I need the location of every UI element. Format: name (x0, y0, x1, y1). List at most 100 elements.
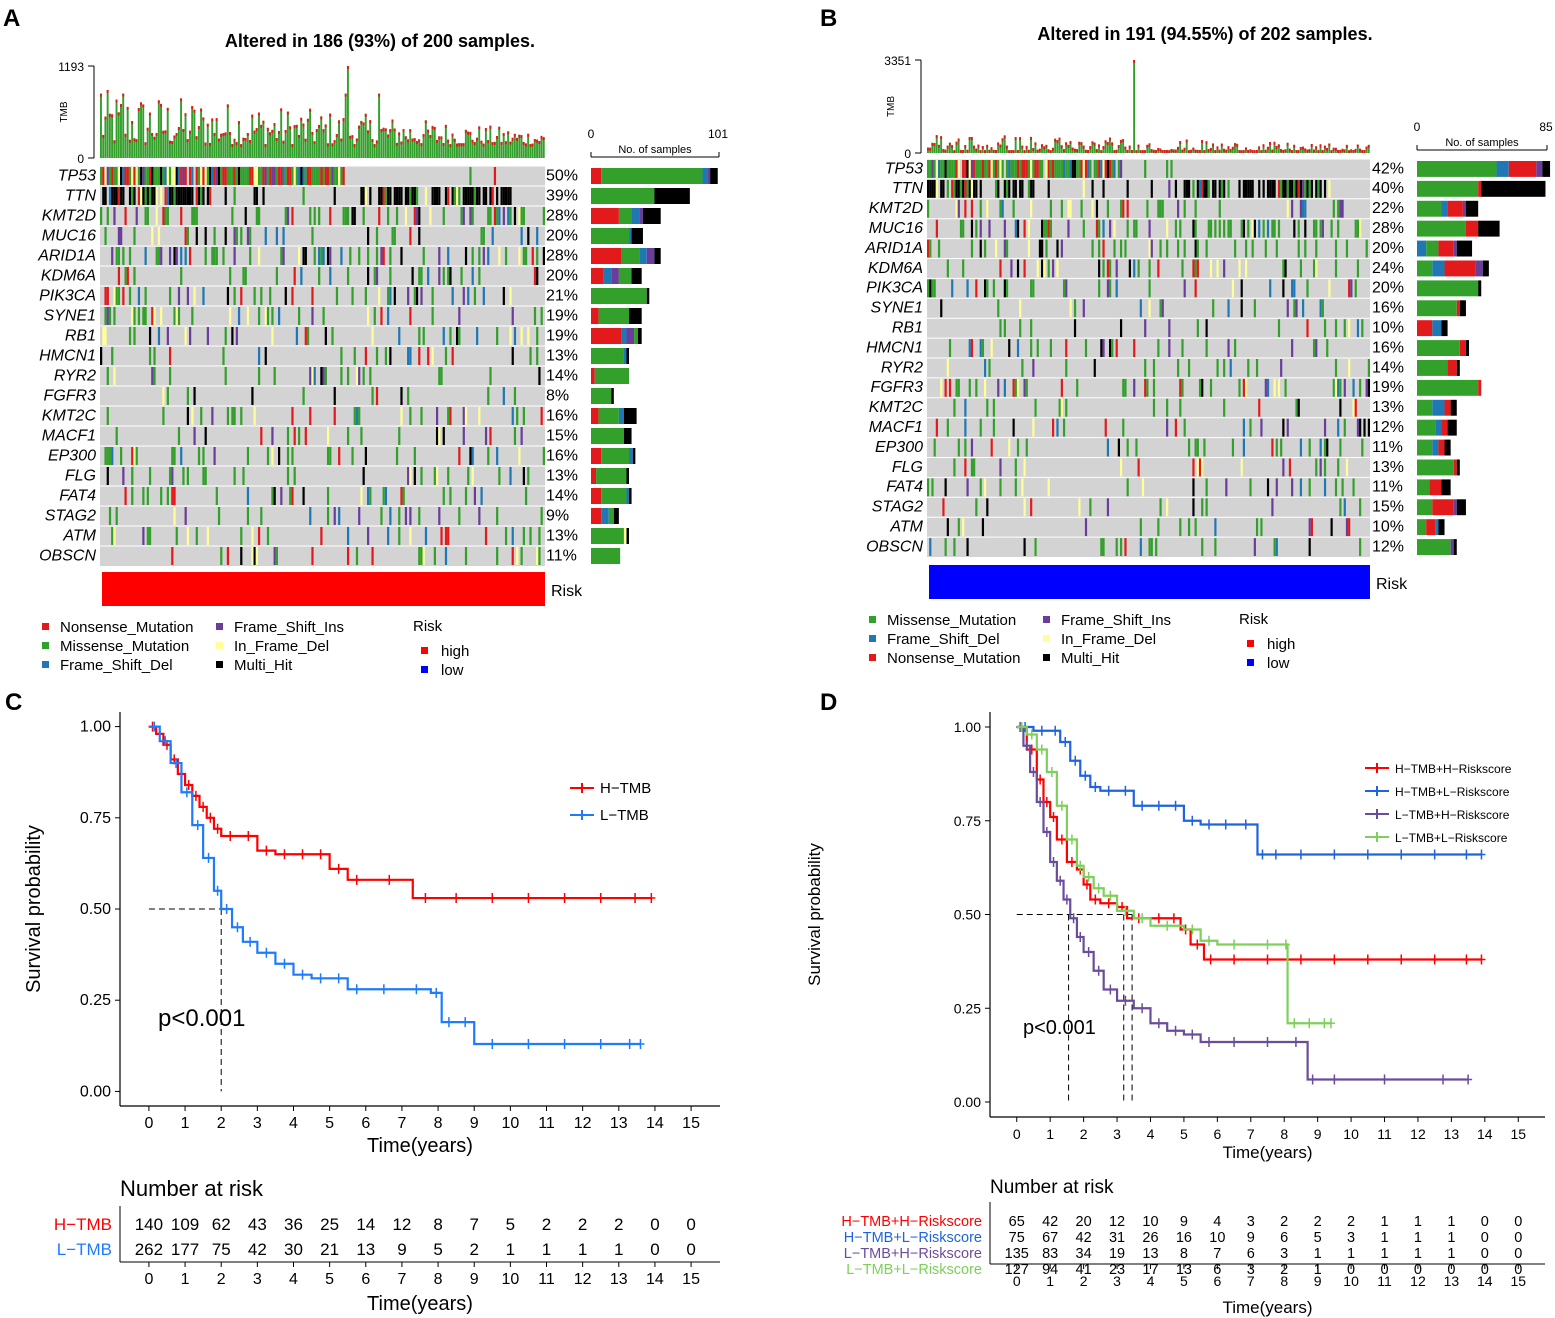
mutation-cell (151, 227, 154, 245)
mutation-cell (122, 167, 125, 185)
censor-mark (1104, 898, 1113, 909)
tmb-bar (108, 113, 111, 158)
mutation-cell (1271, 438, 1274, 457)
y-tick-label: 0.00 (954, 1094, 981, 1110)
tmb-bar-top (1354, 148, 1357, 152)
mutation-cell (211, 167, 214, 185)
x-tick-label: 1 (1046, 1126, 1054, 1142)
mutation-cell (1185, 179, 1188, 198)
censor-mark (213, 823, 222, 834)
mutation-cell (1119, 458, 1123, 477)
mutation-cell (431, 307, 434, 325)
tmb-bar-top (398, 132, 401, 136)
tmb-bar (429, 135, 432, 158)
tmb-bar (117, 112, 120, 158)
mutation-cell (1166, 498, 1169, 517)
mutation-cell (324, 167, 327, 185)
mutation-cell (1227, 219, 1230, 238)
side-bar-segment (591, 408, 599, 424)
censor-mark (524, 1038, 533, 1049)
tmb-bar-top (1291, 150, 1293, 153)
mutation-cell (1098, 219, 1101, 238)
mutation-cell (378, 207, 381, 225)
mutation-cell (471, 187, 474, 205)
tmb-bar (340, 138, 343, 158)
x-tick-label: 6 (361, 1115, 370, 1132)
tmb-bar (424, 120, 427, 158)
mutation-cell (1019, 160, 1022, 178)
mutation-cell (367, 307, 370, 325)
mutation-cell (244, 167, 247, 185)
tmb-bar (986, 144, 989, 153)
mutation-cell (1139, 518, 1142, 537)
mutation-cell (447, 407, 450, 425)
mutation-cell (104, 227, 107, 245)
mutation-cell (1192, 219, 1195, 238)
table-x-tick-label: 9 (1314, 1273, 1322, 1289)
mutation-cell (113, 187, 116, 205)
mutation-cell (404, 207, 408, 225)
mutation-cell (1323, 418, 1327, 437)
tmb-bar (280, 108, 283, 158)
mutation-cell (522, 247, 525, 265)
mutation-cell (151, 367, 154, 385)
mutation-cell (180, 167, 183, 185)
mutation-cell (1234, 239, 1237, 258)
tmb-bar-top (935, 135, 938, 139)
mutation-cell (177, 187, 181, 205)
risk-table-cell: 6 (1280, 1230, 1288, 1246)
tmb-bar (322, 129, 325, 158)
mutation-cell (1036, 339, 1039, 357)
tmb-bar-top (1065, 142, 1068, 146)
mutation-cell (1148, 299, 1151, 318)
mutation-cell (333, 407, 336, 425)
mutation-cell (146, 187, 149, 205)
side-bar-segment (654, 248, 661, 264)
side-bar-segment (598, 408, 619, 424)
tmb-bar-top (266, 127, 269, 131)
mutation-cell (202, 167, 205, 185)
tmb-bar (133, 138, 136, 158)
censor-mark (1188, 1029, 1197, 1040)
tmb-bar (260, 124, 263, 158)
tmb-bar (1117, 145, 1120, 153)
mutation-cell (195, 227, 198, 245)
mutation-cell (1198, 458, 1202, 477)
side-bar-segment (1417, 399, 1433, 416)
tmb-bar-top (318, 124, 320, 128)
mutation-cell (464, 187, 468, 205)
mutation-cell (302, 387, 305, 405)
tmb-bar-top (456, 143, 458, 147)
mutation-cell (253, 407, 256, 425)
tmb-bar-top (1119, 139, 1122, 143)
mutation-cell (393, 187, 396, 205)
mutation-cell (1288, 458, 1292, 477)
mutation-cell (1008, 339, 1011, 357)
tmb-bar (298, 134, 300, 158)
mutation-cell (1310, 518, 1313, 537)
tmb-bar (262, 120, 265, 158)
risk-table-cell: 19 (1109, 1246, 1125, 1262)
mutation-cell (124, 167, 127, 185)
mutation-cell (409, 527, 412, 545)
x-axis-label: Time(years) (1222, 1143, 1312, 1162)
mutation-cell (946, 160, 949, 178)
censor-mark (1363, 954, 1372, 965)
tmb-bar-top (1106, 141, 1109, 145)
mutation-cell (153, 367, 156, 385)
side-bar-segment (1429, 479, 1442, 496)
censor-mark (334, 973, 343, 984)
tmb-bar-top (1163, 150, 1166, 153)
mutation-cell (100, 167, 103, 185)
gene-label: KMT2D (42, 207, 97, 224)
risk-table-cell: 2 (1280, 1262, 1288, 1278)
mutation-cell (1106, 160, 1110, 178)
tmb-bar (155, 133, 158, 158)
side-bar-segment (646, 288, 650, 304)
mutation-cell (271, 447, 274, 465)
tmb-bar-top (513, 133, 516, 137)
mutation-cell (1286, 418, 1289, 437)
gene-label: RB1 (892, 320, 923, 337)
censor-mark (1439, 1074, 1448, 1085)
